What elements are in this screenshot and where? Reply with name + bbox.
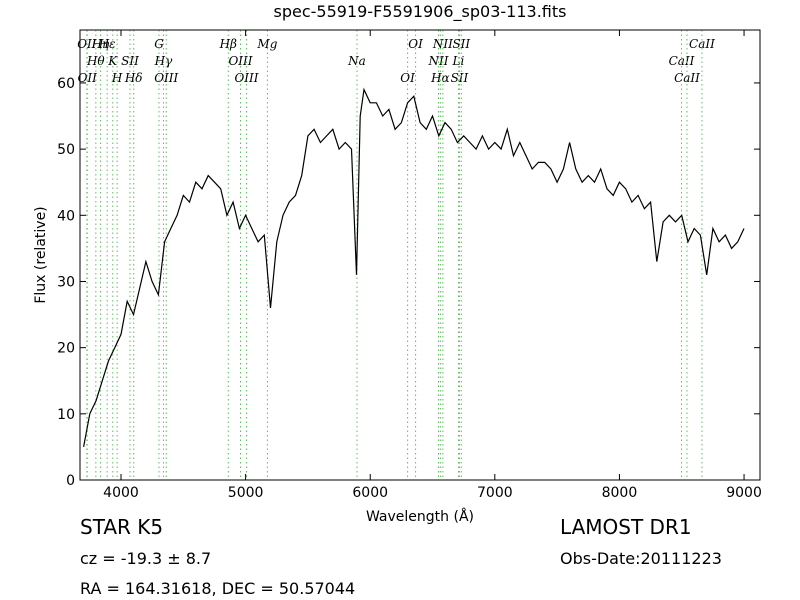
spectral-line-label: Hγ [154,54,173,68]
y-tick-label: 40 [57,208,75,224]
x-tick-label: 8000 [602,485,638,501]
y-tick-label: 30 [57,274,75,290]
spectral-line-label: K [107,54,118,68]
x-axis-label: Wavelength (Å) [366,508,474,525]
spectral-line-label: Mg [256,37,277,51]
plot-frame [79,29,761,481]
y-tick-label: 50 [57,142,75,158]
x-tick-label: 4000 [103,485,139,501]
spectrum-line [83,87,745,448]
spectral-line-label: Hε [98,37,116,51]
x-tick-label: 6000 [352,485,388,501]
spectral-line-label: SII [452,37,470,51]
x-tick-label: 9000 [726,485,762,501]
spectral-line-label: SII [451,71,469,85]
spectral-line-label: Li [452,54,465,68]
y-tick-label: 60 [57,76,75,92]
spectral-line-label: NII [432,37,453,51]
spectral-line-label: SII [121,54,139,68]
x-tick-label: 5000 [228,485,264,501]
spectral-line-label: Hθ [86,54,105,68]
redshift: cz = -19.3 ± 8.7 [80,549,211,568]
spectral-line-label: OII [78,71,98,85]
spectral-line-label: OI [408,37,423,51]
spectral-line-label: G [154,37,164,51]
survey: LAMOST DR1 [560,515,692,539]
x-tick-label: 7000 [477,485,513,501]
y-tick-label: 10 [57,407,75,423]
y-tick-label: 0 [66,473,75,489]
y-tick-label: 20 [57,341,75,357]
spectral-line-label: OI [400,71,415,85]
coordinates: RA = 164.31618, DEC = 50.57044 [80,579,355,598]
spectral-line-label: CaII [669,54,695,68]
object-class: STAR K5 [80,515,163,539]
obs-date: Obs-Date:20111223 [560,549,722,568]
y-axis-label: Flux (relative) [33,206,49,303]
spectral-line-label: Na [347,54,366,68]
spectral-line-label: OIII [154,71,178,85]
spectral-line-label: Hα [430,71,450,85]
spectral-line-label: Hη [91,37,110,51]
spectral-line-label: CaII [674,71,700,85]
spectral-line-label: H [111,71,123,85]
spectral-line-label: Hδ [124,71,143,85]
spectral-line-label: OIII [234,71,258,85]
spectral-line-label: NII [428,54,449,68]
spectral-line-label: Hβ [219,37,237,51]
spectral-line-label: OIII [228,54,252,68]
spectral-line-label: CaII [689,37,715,51]
chart-title: spec-55919-F5591906_sp03-113.fits [274,2,567,22]
